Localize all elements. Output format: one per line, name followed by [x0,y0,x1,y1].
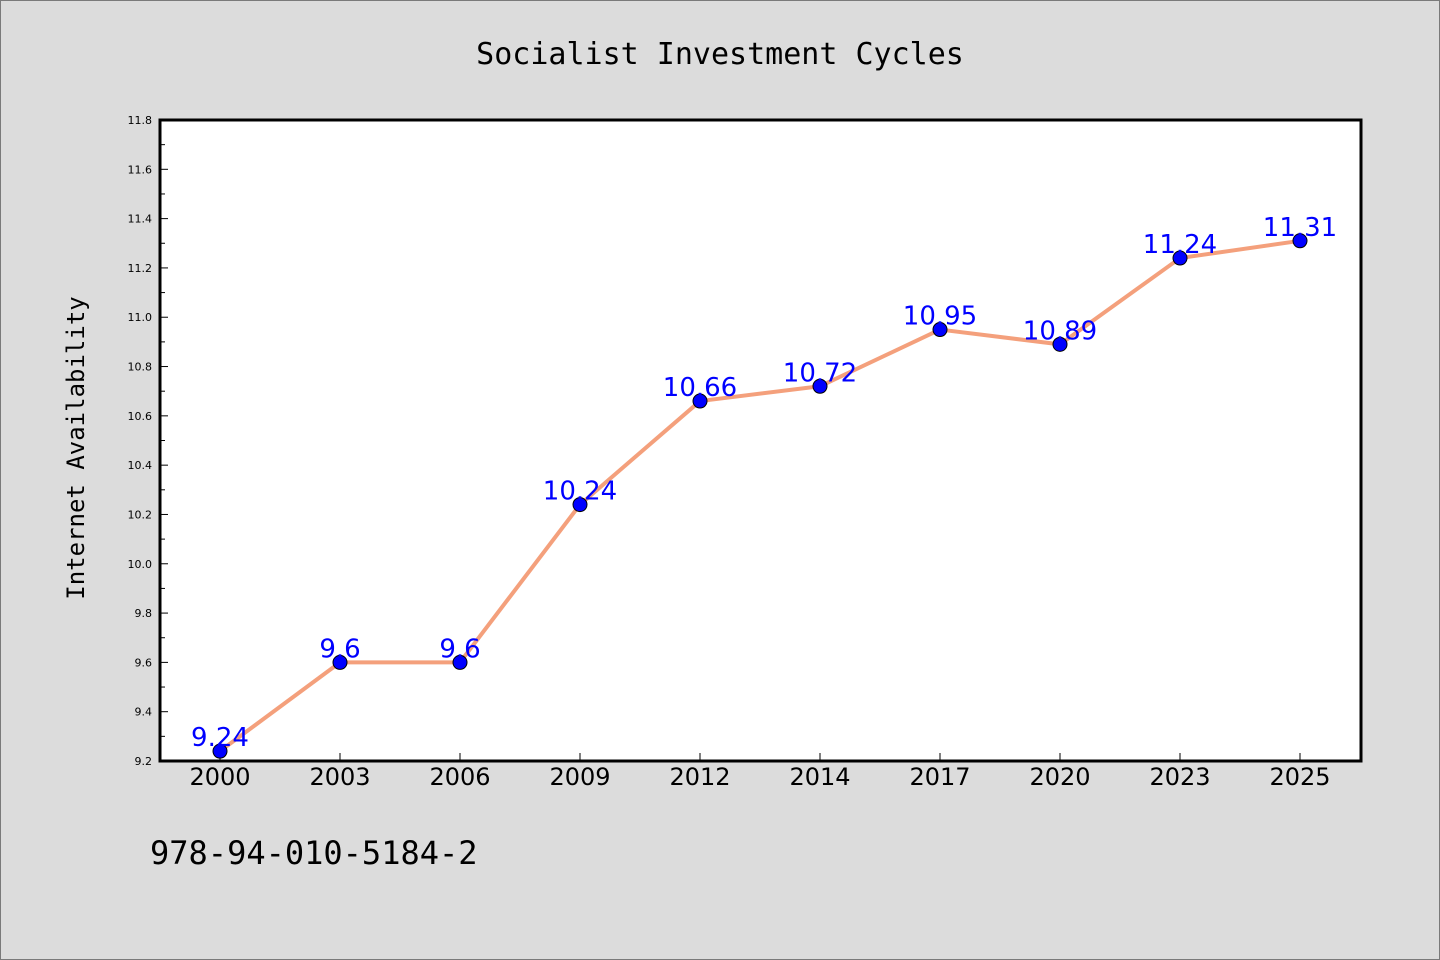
x-tick-label: 2020 [1029,763,1090,791]
chart-title: Socialist Investment Cycles [476,37,964,72]
x-axis-ticks: 2000 2003 2006 2009 2012 2014 2017 2020 2023 2025 [189,753,1331,791]
data-label: 10.72 [783,358,857,388]
data-point [1052,336,1068,352]
series-line [218,238,1302,754]
data-point [932,322,948,338]
y-tick-label: 9.4 [135,706,153,719]
x-tick-label: 2006 [429,763,490,791]
data-point [1292,233,1308,249]
data-point [572,497,588,513]
data-markers [212,233,1308,759]
data-label: 10.24 [543,477,617,507]
x-tick-label: 2003 [309,763,370,791]
data-label: 10.66 [663,373,737,403]
data-labels: 9.24 9.6 9.6 10.24 10.66 10.72 10.95 10.89 11.24… [191,213,1337,753]
data-label: 10.89 [1023,316,1097,346]
y-tick-label: 11.6 [128,163,153,176]
x-tick-label: 2023 [1149,763,1210,791]
plot-area [158,118,1363,763]
isbn-label: 978-94-010-5184-2 [150,834,478,872]
y-axis-label: Internet Availability [62,296,90,599]
y-tick-label: 10.6 [128,410,153,423]
data-label: 10.95 [903,302,977,332]
data-label: 9.6 [439,634,480,664]
y-tick-label: 11.0 [128,311,153,324]
x-tick-label: 2012 [669,763,730,791]
y-tick-label: 11.2 [128,262,153,275]
x-tick-label: 2009 [549,763,610,791]
y-tick-label: 11.8 [128,114,153,127]
y-tick-label: 9.2 [135,755,153,768]
data-point [1172,250,1188,266]
data-label: 11.24 [1143,230,1217,260]
data-point [332,654,348,670]
data-point [812,378,828,394]
data-label: 9.6 [319,634,360,664]
data-point [452,654,468,670]
data-label: 9.24 [191,723,249,753]
y-tick-label: 10.2 [128,508,153,521]
y-tick-label: 10.4 [128,459,153,472]
x-tick-label: 2000 [189,763,250,791]
data-point [692,393,708,409]
y-tick-label: 9.6 [135,656,153,669]
y-tick-label: 10.0 [128,558,153,571]
series-line-group [218,238,1302,754]
data-point [212,743,228,759]
y-tick-label: 9.8 [135,607,153,620]
x-tick-label: 2025 [1269,763,1330,791]
x-tick-label: 2017 [909,763,970,791]
x-tick-label: 2014 [789,763,850,791]
y-tick-label: 10.8 [128,361,153,374]
y-axis-ticks: 9.2 9.4 9.6 9.8 10.0 10.2 10.4 10.6 10.8 11.0 11.2… [128,114,168,768]
y-tick-label: 11.4 [128,213,153,226]
data-label: 11.31 [1263,213,1337,243]
